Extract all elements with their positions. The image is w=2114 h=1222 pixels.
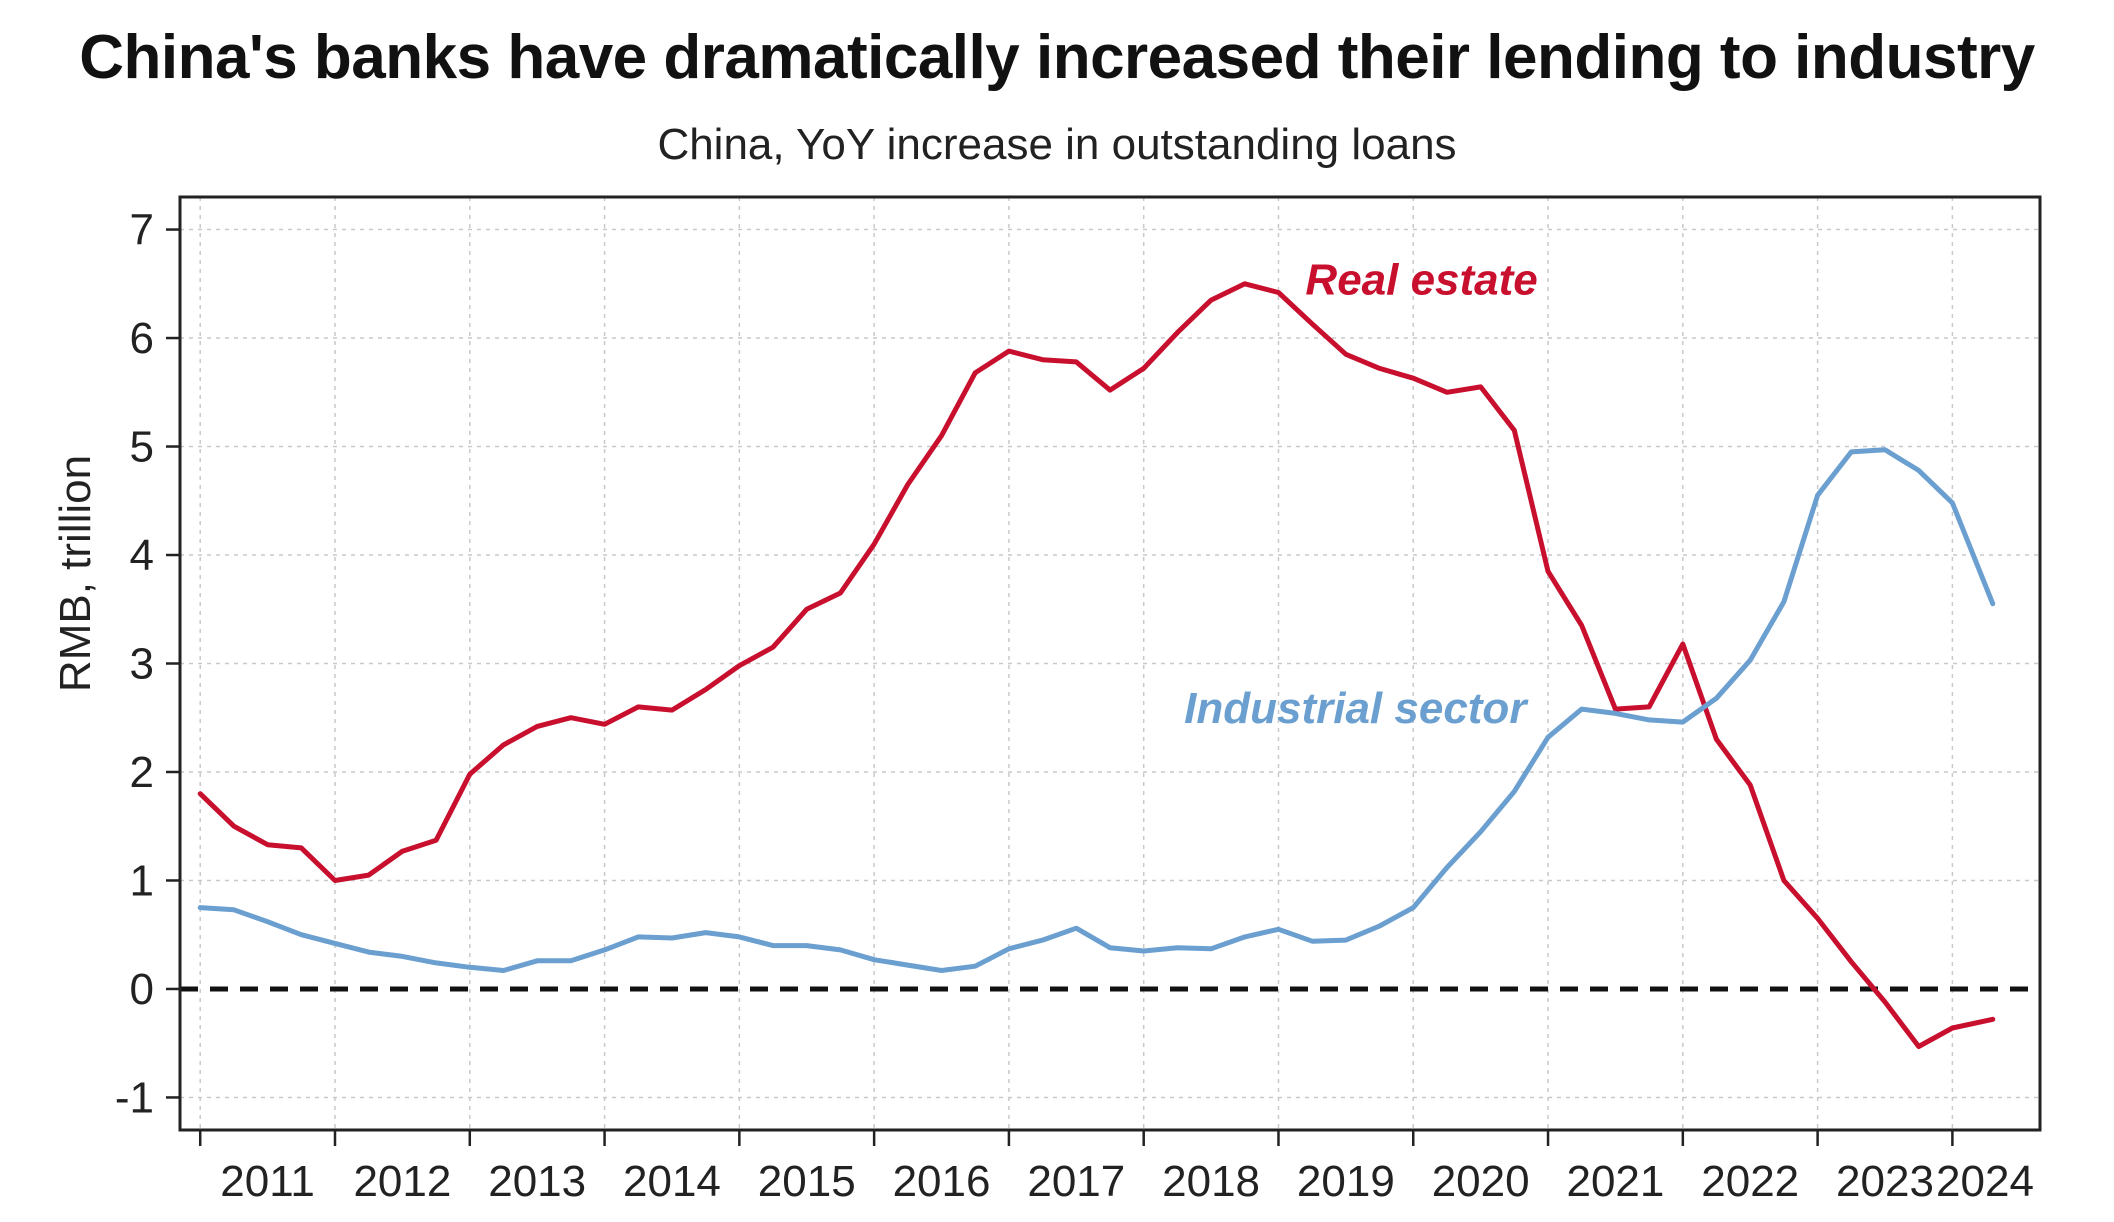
x-axis-ticks: 2011 2012 2013 2014 2015 2016 2017 2018 2019 2020…: [198, 1130, 2034, 1206]
x-tick-label: 2013: [488, 1157, 586, 1206]
x-tick-label: 2014: [623, 1157, 721, 1206]
series-label-industrial-sector: Industrial sector: [1184, 684, 1529, 733]
y-tick-label: 4: [130, 531, 154, 580]
y-tick-label: 5: [130, 423, 154, 472]
x-tick-label: 2015: [758, 1157, 856, 1206]
x-tick-label: 2021: [1566, 1157, 1664, 1206]
series-line-industrial-sector: [197, 447, 1996, 973]
x-tick-label: 2022: [1701, 1157, 1799, 1206]
chart-subtitle: China, YoY increase in outstanding loans: [657, 120, 1457, 169]
x-tick-label: 2023: [1836, 1157, 1934, 1206]
grid-lines: [180, 197, 2040, 1130]
x-tick-label: 2019: [1297, 1157, 1395, 1206]
y-tick-label: 6: [130, 314, 154, 363]
x-tick-label: 2016: [893, 1157, 991, 1206]
x-tick-label: 2017: [1027, 1157, 1125, 1206]
y-tick-label: 3: [130, 640, 154, 689]
y-axis-label: RMB, trillion: [51, 455, 100, 692]
x-tick-label: 2024: [1936, 1157, 2034, 1206]
x-tick-label: 2012: [353, 1157, 451, 1206]
x-tick-label: 2018: [1162, 1157, 1260, 1206]
chart-title: China's banks have dramatically increase…: [79, 23, 2035, 92]
y-tick-label: 7: [130, 206, 154, 255]
y-tick-label: 1: [130, 856, 154, 905]
series-label-real-estate: Real estate: [1305, 256, 1537, 305]
y-axis-ticks: -1 0 1 2 3 4 5 6 7: [115, 206, 180, 1122]
x-tick-label: 2011: [220, 1157, 315, 1206]
y-tick-label: 2: [130, 748, 154, 797]
y-tick-label: 0: [130, 965, 154, 1014]
series-line-real-estate: [197, 281, 1996, 1049]
series-labels: Real estate Industrial sector: [1184, 256, 1538, 734]
series-lines: [197, 281, 1996, 1049]
y-tick-label: -1: [115, 1073, 154, 1122]
x-tick-label: 2020: [1432, 1157, 1530, 1206]
